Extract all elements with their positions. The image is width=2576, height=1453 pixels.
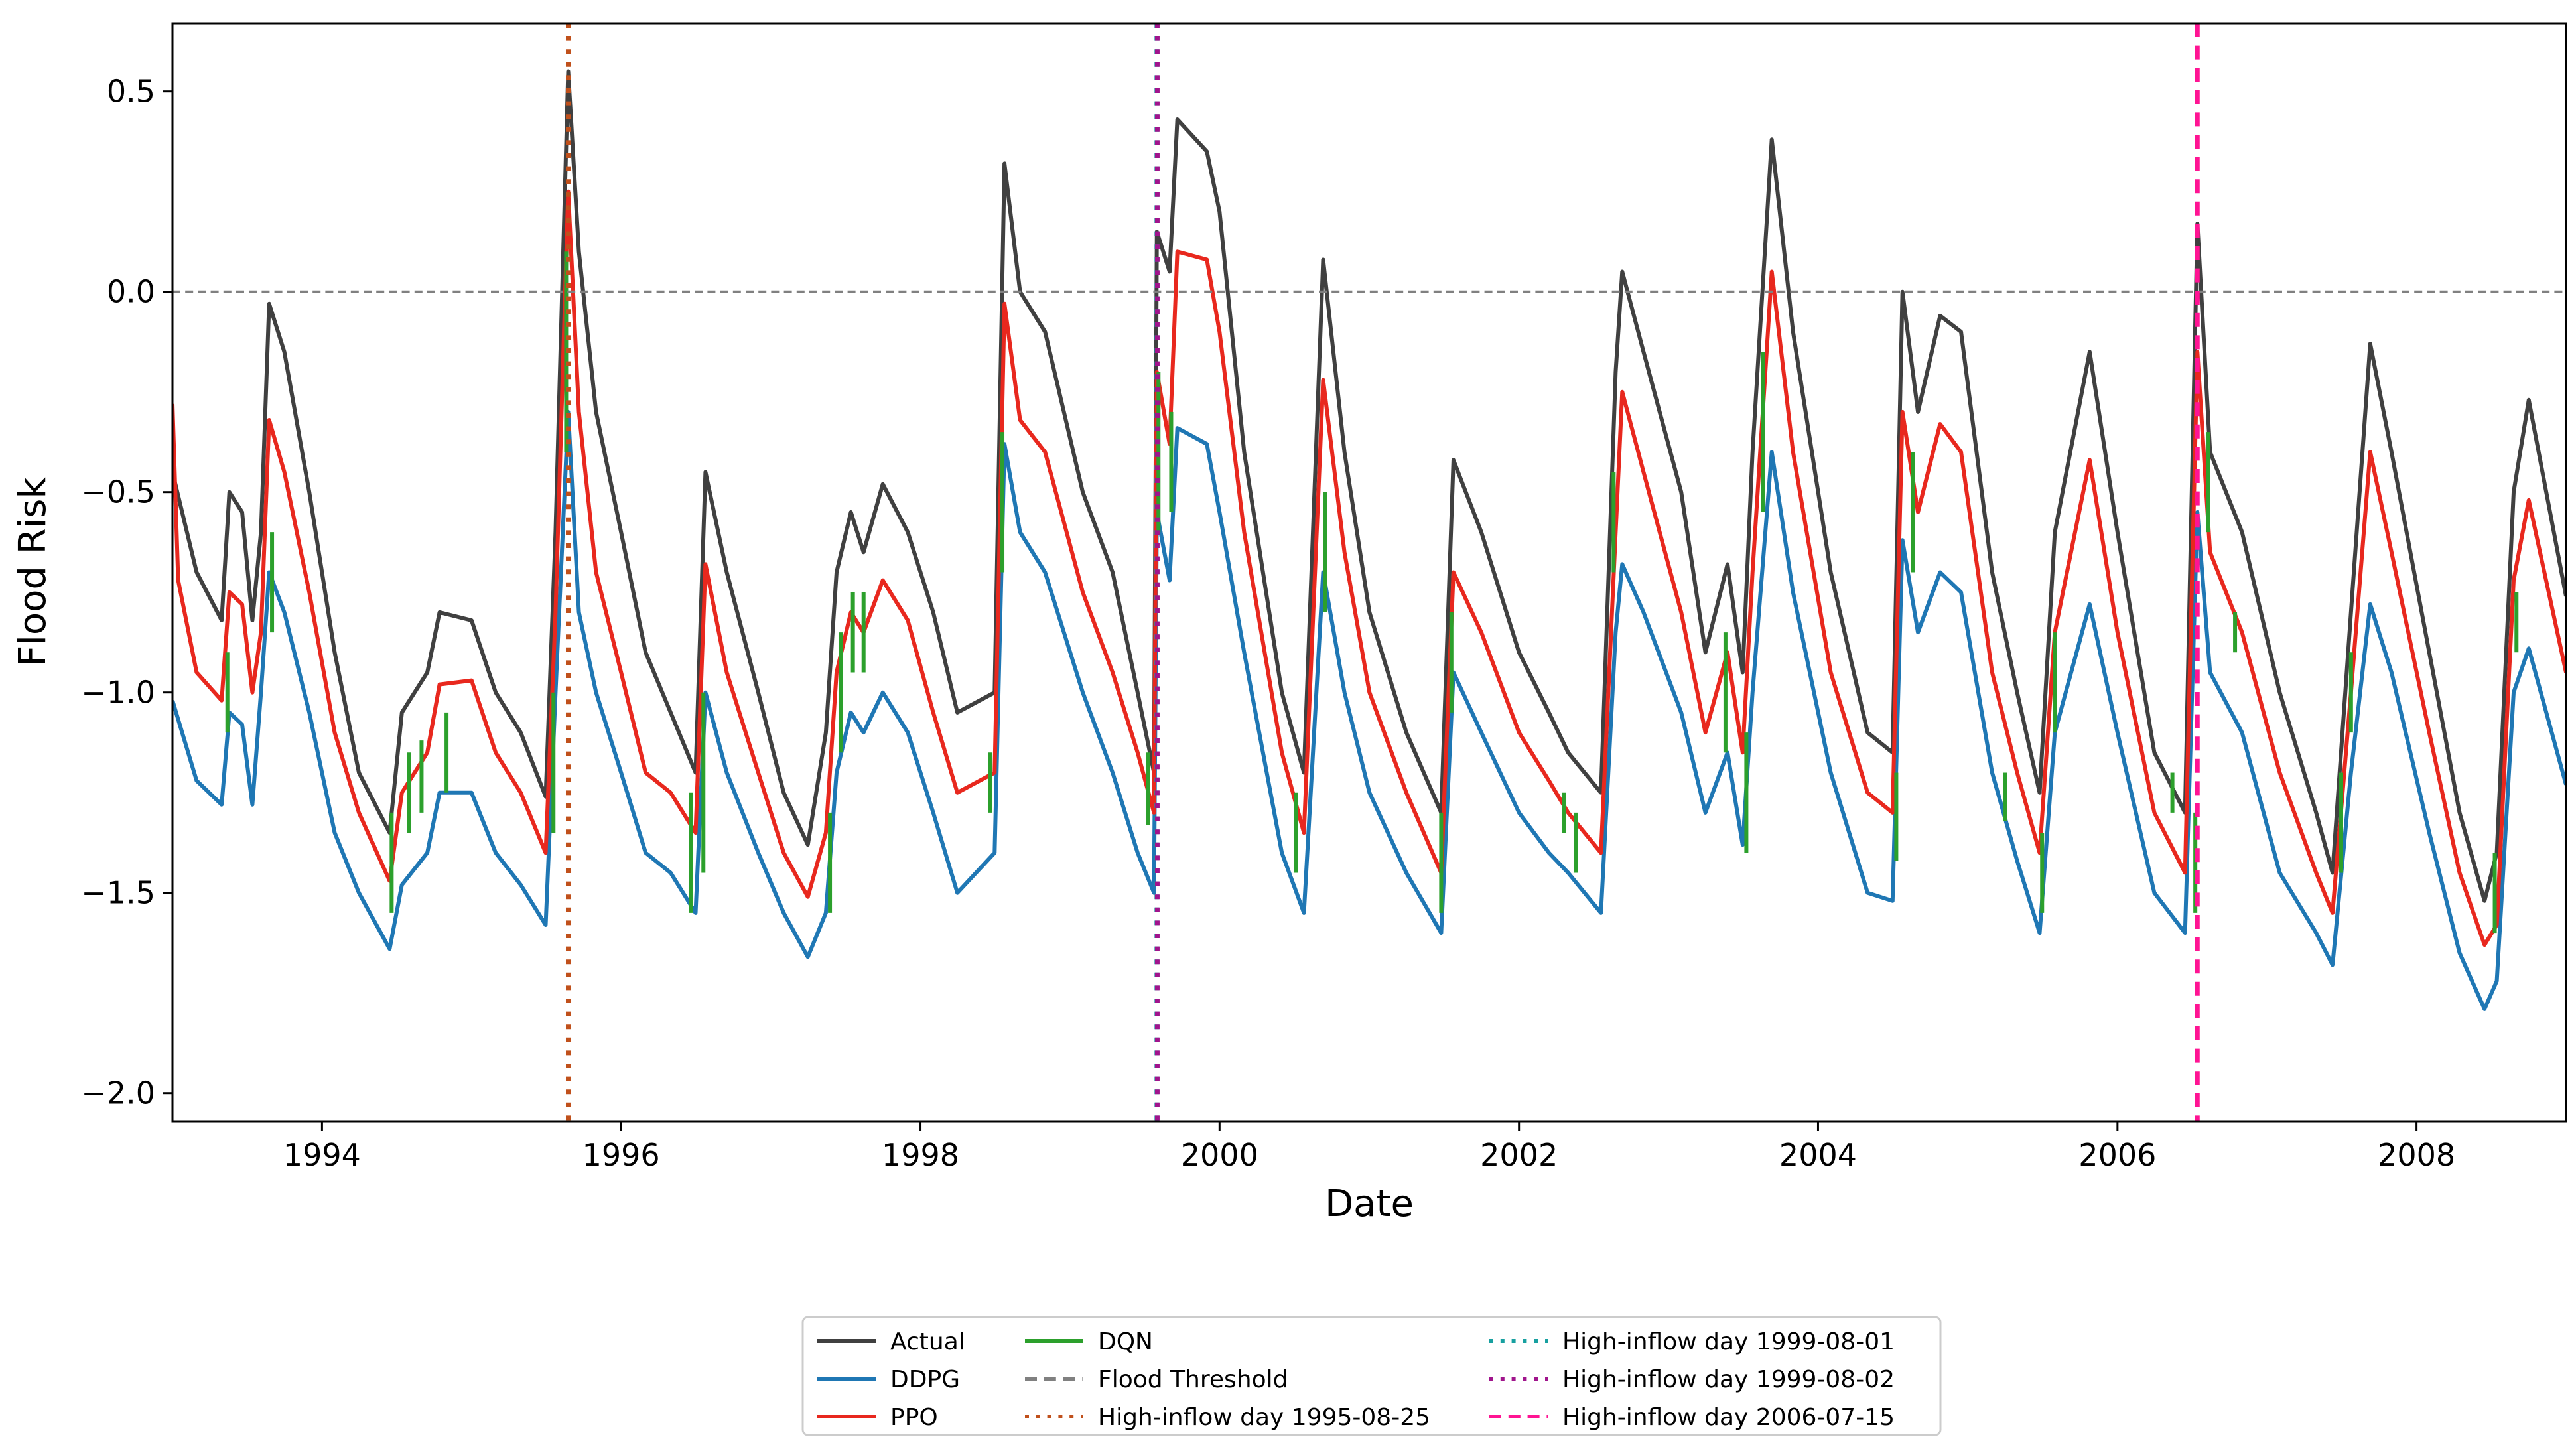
series-actual-line (172, 69, 2566, 903)
x-tick-label: 1998 (882, 1137, 959, 1173)
x-tick-label: 2008 (2378, 1137, 2455, 1173)
y-tick-label: −1.0 (81, 675, 155, 711)
legend-box (801, 1316, 1942, 1436)
legend-label-high-inflow-day-1995-08-25: High-inflow day 1995-08-25 (1098, 1404, 1430, 1431)
plot-frame (171, 22, 2567, 1123)
y-tick-label: −1.5 (81, 875, 155, 911)
legend: Actual DDPG PPO DQN Flood Threshold High-infl… (801, 1316, 1942, 1436)
y-tick-label: 0.5 (107, 74, 155, 109)
series-ppo-line (172, 189, 2566, 947)
x-tick-label: 2002 (1480, 1137, 1558, 1173)
y-tick-label: −2.0 (81, 1075, 155, 1111)
y-axis-title: Flood Risk (11, 477, 54, 667)
legend-label-ppo: PPO (890, 1404, 938, 1431)
legend-label-high-inflow-day-2006-07-15: High-inflow day 2006-07-15 (1562, 1404, 1895, 1431)
y-tick-label: −0.5 (81, 474, 155, 510)
legend-label-actual: Actual (890, 1328, 965, 1355)
x-axis-title: Date (1325, 1182, 1414, 1225)
legend-label-dqn: DQN (1098, 1328, 1153, 1355)
x-tick-label: 2000 (1181, 1137, 1258, 1173)
y-tick-label: 0.0 (107, 274, 155, 310)
legend-label-high-inflow-day-1999-08-01: High-inflow day 1999-08-01 (1562, 1328, 1895, 1355)
legend-label-high-inflow-day-1999-08-02: High-inflow day 1999-08-02 (1562, 1366, 1895, 1393)
x-tick-label: 2006 (2078, 1137, 2156, 1173)
legend-label-ddpg: DDPG (890, 1366, 960, 1393)
x-tick-label: 2004 (1779, 1137, 1857, 1173)
legend-label-flood-threshold: Flood Threshold (1098, 1366, 1288, 1393)
x-tick-label: 1996 (582, 1137, 660, 1173)
x-tick-label: 1994 (283, 1137, 361, 1173)
series-ddpg-line (172, 409, 2566, 1011)
